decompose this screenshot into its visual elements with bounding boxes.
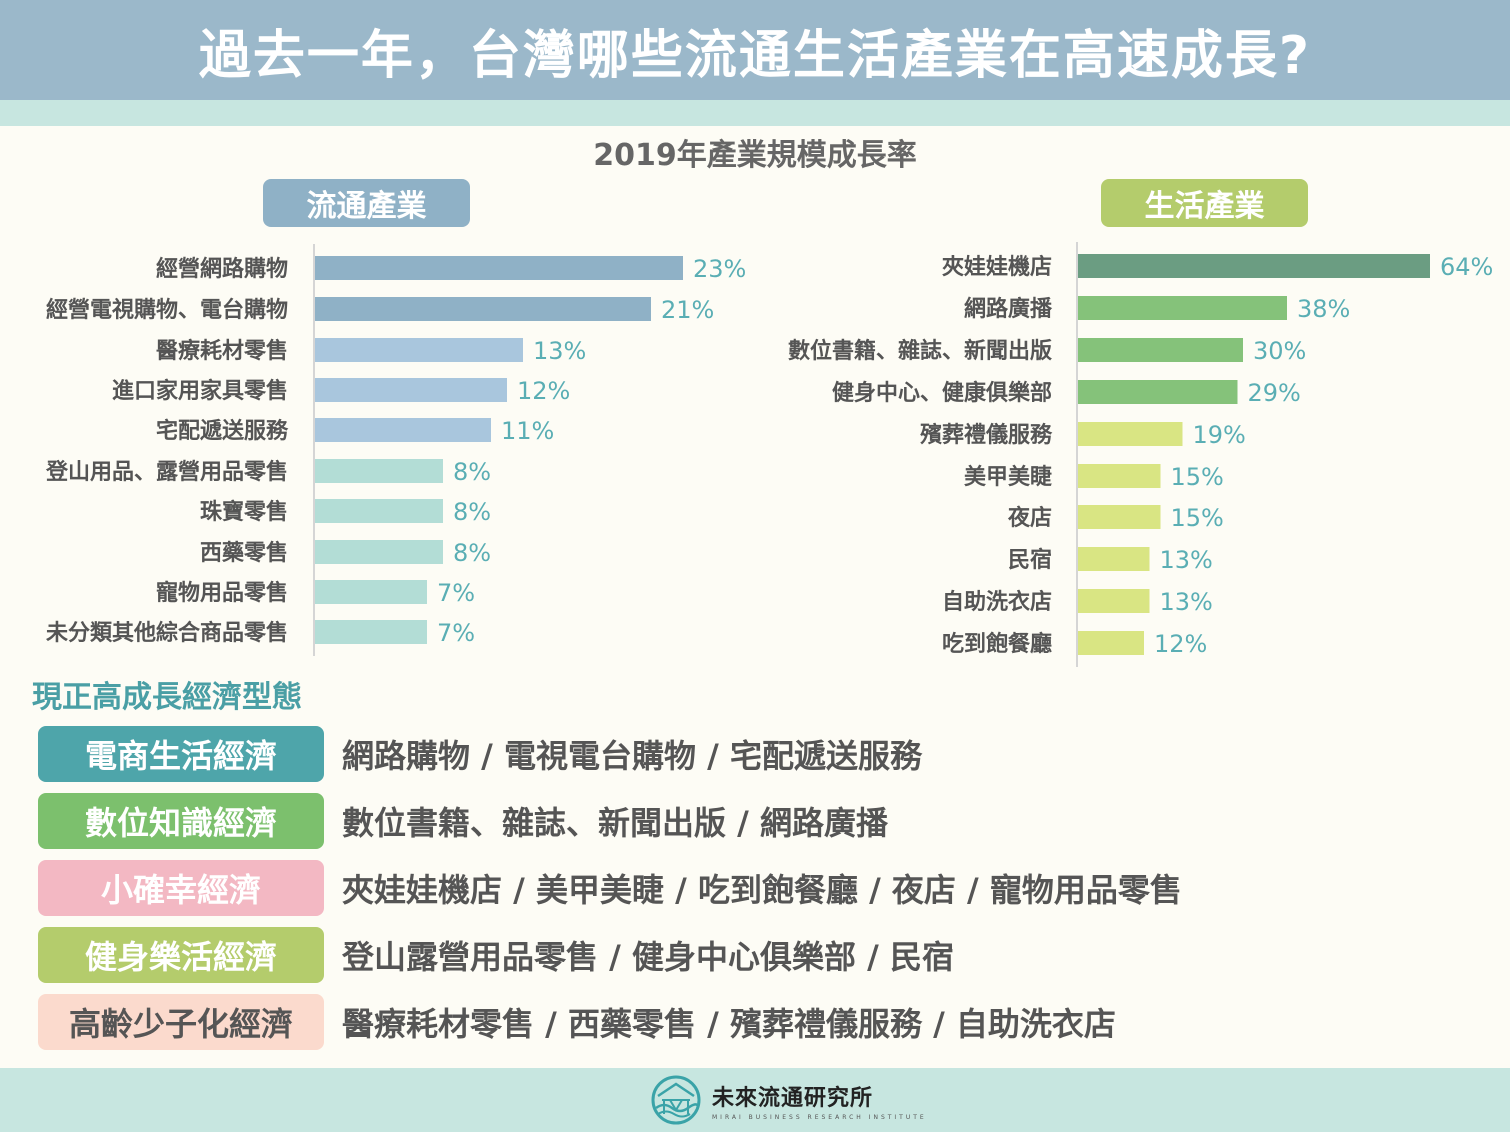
bar [315, 418, 491, 442]
logo-name: 未來流通研究所 [712, 1085, 874, 1111]
category-label: 經營電視購物、電台購物 [46, 297, 288, 323]
category-label: 自助洗衣店 [942, 589, 1052, 615]
economy-row: 電商生活經濟 網路購物 / 電視電台購物 / 宅配遞送服務 [38, 726, 1498, 782]
value-label: 64% [1440, 253, 1493, 281]
value-label: 13% [1160, 588, 1213, 616]
distribution-bar-chart: 經營網路購物 23% 經營電視購物、電台購物 21% 醫療耗材零售 13% 進口家用家具零售… [45, 244, 746, 656]
category-label: 宅配遞送服務 [156, 418, 289, 444]
value-label: 38% [1297, 295, 1350, 323]
bar [1078, 631, 1144, 655]
group-label-distribution: 流通產業 [263, 179, 470, 227]
bar [1078, 296, 1287, 320]
category-label: 吃到飽餐廳 [942, 631, 1052, 657]
bar [1078, 380, 1238, 404]
bar [315, 338, 523, 362]
economy-industries: 數位書籍、雜誌、新聞出版 / 網路廣播 [342, 804, 888, 842]
header-strip [0, 100, 1510, 126]
economy-type-label: 數位知識經濟 [38, 793, 324, 849]
category-label: 進口家用家具零售 [112, 378, 288, 404]
bar [315, 378, 507, 402]
footer-bar: 未來流通研究所 MIRAI BUSINESS RESEARCH INSTITUT… [0, 1068, 1510, 1132]
bar [1078, 464, 1161, 488]
value-label: 12% [517, 377, 570, 405]
value-label: 8% [453, 498, 491, 526]
logo: 未來流通研究所 MIRAI BUSINESS RESEARCH INSTITUT… [650, 1074, 927, 1126]
wave-house-icon [651, 1075, 701, 1125]
category-label: 未分類其他綜合商品零售 [46, 620, 288, 646]
bar [315, 297, 651, 321]
value-label: 23% [693, 255, 746, 283]
bar [1078, 589, 1150, 613]
value-label: 11% [501, 417, 554, 445]
category-label: 珠寶零售 [200, 499, 288, 525]
category-label: 網路廣播 [964, 296, 1053, 322]
value-label: 29% [1248, 379, 1301, 407]
economy-industries: 網路購物 / 電視電台購物 / 宅配遞送服務 [342, 737, 922, 775]
economy-industries: 登山露營用品零售 / 健身中心俱樂部 / 民宿 [342, 938, 954, 976]
category-label: 登山用品、露營用品零售 [45, 459, 288, 485]
value-label: 12% [1154, 630, 1207, 658]
bar [1078, 422, 1183, 446]
economy-industries: 夾娃娃機店 / 美甲美睫 / 吃到飽餐廳 / 夜店 / 寵物用品零售 [342, 871, 1182, 909]
category-label: 殯葬禮儀服務 [920, 422, 1053, 448]
lifestyle-bar-chart: 夾娃娃機店 64% 網路廣播 38% 數位書籍、雜誌、新聞出版 30% 健身中心、健康俱樂部… [788, 242, 1493, 667]
bar [1078, 254, 1430, 278]
category-label: 美甲美睫 [964, 464, 1052, 490]
value-label: 7% [437, 579, 475, 607]
economy-section-title: 現正高成長經濟型態 [32, 680, 302, 715]
bar [315, 459, 443, 483]
value-label: 13% [533, 337, 586, 365]
value-label: 30% [1253, 337, 1306, 365]
bar [315, 540, 443, 564]
economy-type-label: 健身樂活經濟 [38, 927, 324, 983]
bar [315, 620, 427, 644]
category-label: 經營網路購物 [156, 256, 288, 282]
bar [1078, 547, 1150, 571]
economy-row: 小確幸經濟 夾娃娃機店 / 美甲美睫 / 吃到飽餐廳 / 夜店 / 寵物用品零售 [38, 860, 1498, 916]
category-label: 夜店 [1007, 505, 1052, 531]
value-label: 19% [1193, 421, 1246, 449]
category-label: 夾娃娃機店 [942, 255, 1052, 280]
economy-row: 數位知識經濟 數位書籍、雜誌、新聞出版 / 網路廣播 [38, 793, 1498, 849]
value-label: 13% [1160, 546, 1213, 574]
category-label: 數位書籍、雜誌、新聞出版 [788, 338, 1052, 364]
category-label: 西藥零售 [200, 540, 288, 566]
economy-type-label: 高齡少子化經濟 [38, 994, 324, 1050]
value-label: 15% [1171, 463, 1224, 491]
bar [1078, 505, 1161, 529]
category-label: 健身中心、健康俱樂部 [832, 380, 1052, 406]
group-label-lifestyle: 生活產業 [1101, 179, 1308, 227]
bar [315, 256, 683, 280]
category-label: 寵物用品零售 [156, 580, 288, 606]
chart-title: 2019年產業規模成長率 [593, 138, 917, 173]
economy-type-label: 電商生活經濟 [38, 726, 324, 782]
header-banner: 過去一年，台灣哪些流通生活產業在高速成長? [0, 0, 1510, 100]
page-title: 過去一年，台灣哪些流通生活產業在高速成長? [198, 25, 1312, 86]
logo-subtitle: MIRAI BUSINESS RESEARCH INSTITUTE [712, 1113, 927, 1121]
value-label: 8% [453, 458, 491, 486]
economy-row: 高齡少子化經濟 醫療耗材零售 / 西藥零售 / 殯葬禮儀服務 / 自助洗衣店 [38, 994, 1498, 1050]
bar [315, 580, 427, 604]
category-label: 醫療耗材零售 [156, 338, 288, 364]
value-label: 15% [1171, 504, 1224, 532]
economy-row: 健身樂活經濟 登山露營用品零售 / 健身中心俱樂部 / 民宿 [38, 927, 1498, 983]
bar [1078, 338, 1243, 362]
economy-industries: 醫療耗材零售 / 西藥零售 / 殯葬禮儀服務 / 自助洗衣店 [342, 1005, 1116, 1043]
bar [315, 499, 443, 523]
economy-type-label: 小確幸經濟 [38, 860, 324, 916]
value-label: 21% [661, 296, 714, 324]
value-label: 7% [437, 619, 475, 647]
value-label: 8% [453, 539, 491, 567]
category-label: 民宿 [1008, 547, 1052, 573]
